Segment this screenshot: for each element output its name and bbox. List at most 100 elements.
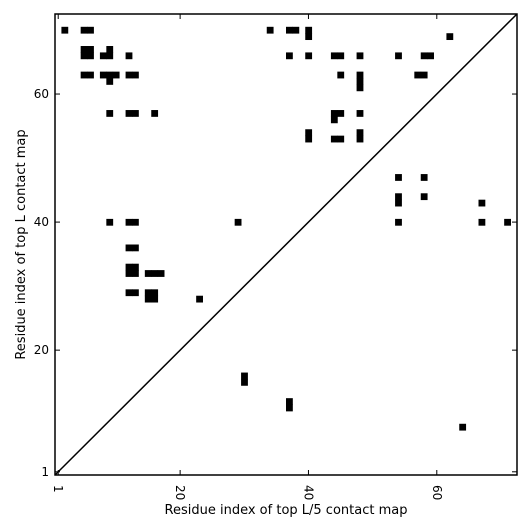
- contact-cell-top-l: [125, 263, 133, 271]
- contact-cell-top-l: [356, 52, 364, 60]
- contact-cell-top-l: [112, 71, 120, 79]
- contact-cell-top-l: [132, 270, 139, 277]
- contact-cell-top-l: [292, 26, 300, 34]
- contact-cell-top-l: [144, 289, 152, 297]
- contact-cell-top-l: [125, 244, 133, 252]
- contact-cell-top-l: [414, 71, 422, 79]
- contact-cell-top-l: [420, 71, 428, 79]
- contact-cell-top-l: [80, 46, 88, 53]
- x-tick-label: 20: [173, 485, 187, 500]
- x-tick-label: 1: [51, 485, 65, 493]
- x-tick-label: 40: [301, 485, 315, 500]
- contact-cell-top-l: [356, 110, 364, 117]
- contact-cell-top-l: [337, 71, 345, 79]
- contact-cells: [61, 26, 511, 431]
- contact-cell-top-l: [286, 52, 293, 60]
- contact-cell-top-l: [478, 199, 486, 207]
- contact-cell-top-l: [87, 71, 94, 79]
- contact-cell-top-l: [196, 295, 203, 303]
- contact-cell-top-l: [80, 26, 88, 34]
- contact-cell-top-l: [446, 33, 454, 41]
- contact-cell-top-l: [125, 71, 133, 79]
- contact-cell-top-l: [337, 52, 345, 60]
- y-tick-label: 20: [34, 343, 49, 357]
- contact-cell-top-l: [80, 52, 88, 60]
- contact-cell-top-l: [266, 26, 274, 34]
- contact-cell-top-l: [125, 110, 133, 117]
- contact-cell-top-l: [106, 78, 114, 85]
- contact-cell-top-l: [87, 46, 94, 53]
- y-tick-label: 1: [41, 465, 49, 479]
- contact-cell-top-l: [106, 110, 114, 117]
- contact-cell-top-l: [420, 52, 428, 60]
- contact-cell-top-l5: [241, 378, 248, 386]
- contact-cell-top-l: [337, 135, 345, 143]
- contact-cell-top-l: [427, 52, 434, 60]
- contact-cell-top-l5: [241, 372, 248, 380]
- plot-frame: [54, 13, 518, 476]
- contact-cell-top-l: [305, 52, 313, 60]
- contact-cell-top-l: [151, 295, 159, 303]
- contact-cell-top-l: [395, 174, 402, 181]
- contact-cell-top-l: [61, 26, 69, 34]
- contact-cell-top-l: [151, 289, 159, 297]
- contact-cell-top-l: [132, 263, 139, 271]
- y-tick-label: 40: [34, 215, 49, 229]
- contact-cell-top-l: [395, 218, 402, 226]
- contact-cell-top-l5: [286, 404, 293, 412]
- contact-cell-top-l: [144, 295, 152, 303]
- contact-cell-top-l: [356, 135, 364, 143]
- contact-cell-top-l: [151, 270, 159, 277]
- contact-cell-top-l: [305, 135, 313, 143]
- contact-cell-top-l: [356, 129, 364, 137]
- contact-cell-top-l: [286, 26, 293, 34]
- contact-cell-top-l: [106, 46, 114, 53]
- contact-cell-top-l: [87, 26, 94, 34]
- contact-cell-top-l5: [459, 423, 467, 431]
- contact-cell-top-l: [356, 78, 364, 85]
- x-axis-ticks: 1 20 40 60: [51, 14, 444, 500]
- contact-cell-top-l: [330, 135, 338, 143]
- contact-cell-top-l: [144, 270, 152, 277]
- contact-cell-top-l: [356, 71, 364, 79]
- contact-cell-top-l5: [286, 398, 293, 405]
- contact-cell-top-l: [504, 218, 511, 226]
- x-axis-label: Residue index of top L/5 contact map: [165, 503, 408, 518]
- contact-cell-top-l: [106, 218, 114, 226]
- contact-cell-top-l: [420, 193, 428, 201]
- contact-cell-top-l: [99, 52, 107, 60]
- contact-cell-top-l: [125, 270, 133, 277]
- contact-cell-top-l: [395, 199, 402, 207]
- diagonal-line: [54, 13, 518, 476]
- contact-cell-top-l: [420, 174, 428, 181]
- contact-cell-top-l: [132, 289, 139, 297]
- contact-cell-top-l: [125, 289, 133, 297]
- y-tick-label: 60: [34, 87, 49, 101]
- contact-cell-top-l: [395, 193, 402, 201]
- contact-cell-top-l: [106, 52, 114, 60]
- contact-cell-top-l: [132, 110, 139, 117]
- contact-cell-top-l: [478, 218, 486, 226]
- contact-cell-top-l: [132, 218, 139, 226]
- contact-cell-top-l: [80, 71, 88, 79]
- contact-cell-top-l: [125, 218, 133, 226]
- contact-cell-top-l: [151, 110, 159, 117]
- contact-cell-top-l: [337, 110, 345, 117]
- contact-cell-top-l: [106, 71, 114, 79]
- contact-cell-top-l: [157, 270, 165, 277]
- contact-cell-top-l: [305, 33, 313, 41]
- contact-cell-top-l: [305, 26, 313, 34]
- contact-cell-top-l: [125, 52, 133, 60]
- contact-cell-top-l: [330, 116, 338, 124]
- contact-cell-top-l: [395, 52, 402, 60]
- contact-cell-top-l: [99, 71, 107, 79]
- contact-cell-top-l: [356, 84, 364, 92]
- y-axis-label: Residue index of top L contact map: [14, 129, 29, 359]
- contact-cell-top-l: [330, 52, 338, 60]
- contact-cell-top-l: [87, 52, 94, 60]
- contact-cell-top-l: [132, 244, 139, 252]
- contact-cell-top-l: [305, 129, 313, 137]
- contact-cell-top-l: [132, 71, 139, 79]
- contact-cell-top-l: [330, 110, 338, 117]
